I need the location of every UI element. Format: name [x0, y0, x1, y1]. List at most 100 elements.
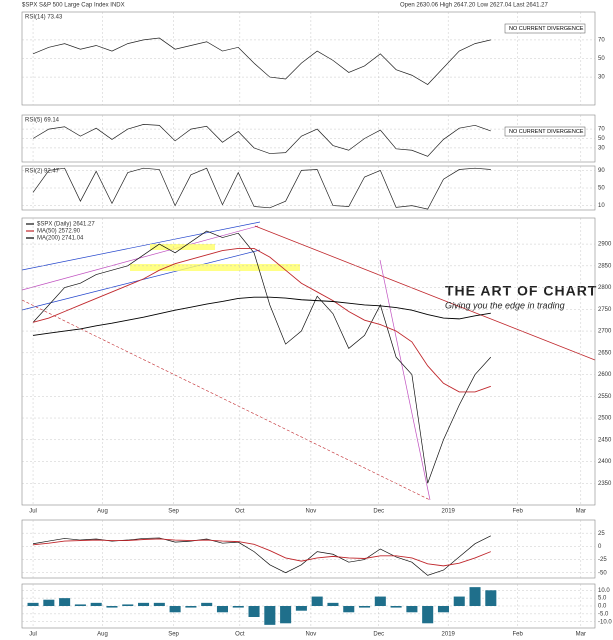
- histogram-bar: [169, 606, 181, 613]
- y-tick-label: 5.0: [598, 596, 607, 602]
- annotation: NO CURRENT DIVERGENCE: [509, 26, 584, 32]
- y-tick-label: 2750: [598, 307, 612, 313]
- logo-tagline: Giving you the edge in trading: [445, 300, 565, 310]
- series-line: [33, 538, 491, 567]
- x-tick-label: Jul: [29, 632, 37, 638]
- x-tick-label: Dec: [373, 632, 384, 638]
- annotation-box: [504, 126, 586, 137]
- x-tick-label: Feb: [512, 509, 523, 515]
- histogram-bar: [201, 602, 213, 606]
- histogram-bar: [343, 606, 355, 613]
- histogram-bar: [248, 606, 260, 617]
- y-tick-label: 70: [598, 127, 605, 133]
- x-tick-label: 2019: [442, 509, 456, 515]
- x-tick-label: Oct: [235, 509, 245, 515]
- y-tick-label: -5.0: [598, 611, 609, 617]
- histogram-bar: [311, 596, 323, 606]
- y-tick-label: 25: [598, 531, 605, 537]
- histogram-bar: [437, 606, 449, 613]
- histogram-bar: [153, 602, 165, 606]
- y-tick-label: -25: [598, 557, 607, 563]
- x-tick-label: Feb: [512, 632, 523, 638]
- histogram-bar: [27, 602, 39, 606]
- y-tick-label: 30: [598, 145, 605, 151]
- x-tick-label: Jul: [29, 509, 37, 515]
- trendlines: [21, 221, 596, 501]
- legend-label: MA(50) 2572.90: [37, 229, 81, 235]
- annotation-box: [504, 23, 586, 34]
- x-tick-label: Aug: [97, 632, 108, 638]
- y-tick-label: 2550: [598, 394, 612, 400]
- y-tick-label: -10.0: [598, 619, 612, 625]
- histogram-bar: [280, 606, 292, 624]
- x-tick-label: Mar: [576, 632, 586, 638]
- y-tick-label: 2650: [598, 350, 612, 356]
- y-tick-label: 2450: [598, 437, 612, 443]
- y-tick-label: 0.0: [598, 604, 607, 610]
- legend-label: $SPX (Daily) 2641.27: [37, 222, 95, 228]
- y-tick-label: 30: [598, 75, 605, 81]
- histogram-bar: [43, 599, 55, 606]
- histogram-bar: [138, 602, 150, 606]
- x-tick-label: 2019: [442, 632, 456, 638]
- x-tick-label: Sep: [168, 632, 179, 638]
- panel-frame: [21, 217, 596, 506]
- y-tick-label: 2850: [598, 263, 612, 269]
- y-tick-label: 70: [598, 37, 605, 43]
- y-tick-label: 10.0: [598, 588, 610, 594]
- quote: Open 2630.06 High 2647.20 Low 2627.04 La…: [400, 3, 548, 9]
- histogram-bar: [469, 587, 481, 606]
- histogram-bar: [359, 606, 371, 608]
- x-tick-label: Mar: [576, 509, 586, 515]
- x-tick-label: Dec: [373, 509, 384, 515]
- series-line: [32, 535, 491, 576]
- series-line: [32, 167, 491, 210]
- y-tick-label: 10: [598, 203, 605, 209]
- y-tick-label: 50: [598, 136, 605, 142]
- x-tick-label: Aug: [97, 509, 108, 515]
- panel-label: RSI(14) 73.43: [25, 15, 63, 21]
- x-tick-label: Sep: [168, 509, 179, 515]
- x-tick-label: Nov: [306, 509, 317, 515]
- series-line: [32, 230, 492, 484]
- y-tick-label: 2900: [598, 242, 612, 248]
- y-tick-label: 90: [598, 168, 605, 174]
- series-line: [32, 296, 491, 336]
- annotation: NO CURRENT DIVERGENCE: [509, 129, 584, 135]
- panel-frame: [21, 519, 596, 579]
- histogram-bar: [327, 602, 339, 606]
- histogram-bar: [422, 606, 434, 624]
- histogram-bar: [59, 598, 71, 606]
- y-tick-label: 50: [598, 186, 605, 192]
- histogram-bar: [74, 604, 86, 606]
- series-line: [32, 37, 491, 85]
- y-tick-label: -50: [598, 570, 607, 576]
- histogram-bar: [185, 606, 197, 608]
- histogram-bar: [485, 590, 497, 606]
- histogram-bar: [216, 606, 228, 613]
- logo-title: THE ART OF CHART: [445, 283, 597, 299]
- y-tick-label: 2700: [598, 329, 612, 335]
- series-line: [32, 247, 491, 393]
- histogram-bar: [264, 606, 276, 625]
- y-tick-label: 2600: [598, 372, 612, 378]
- histogram-bar: [295, 606, 307, 611]
- legend-label: MA(200) 2741.04: [37, 236, 84, 242]
- histogram-bar: [453, 596, 465, 606]
- chart-title: $SPX S&P 500 Large Cap Index INDX: [22, 3, 125, 9]
- histogram-bar: [122, 604, 134, 606]
- y-tick-label: 0: [598, 544, 602, 550]
- histogram-bar: [232, 606, 244, 608]
- histogram-bar: [90, 602, 102, 606]
- histogram-bar: [390, 606, 402, 608]
- histogram-bar: [406, 606, 418, 613]
- y-tick-label: 2400: [598, 459, 612, 465]
- y-tick-label: 2350: [598, 481, 612, 487]
- x-tick-label: Oct: [235, 632, 245, 638]
- panel-label: RSI(5) 69.14: [25, 118, 60, 124]
- histogram-bar: [106, 606, 118, 608]
- y-tick-label: 2800: [598, 285, 612, 291]
- panel-label: RSI(2) 92.47: [25, 169, 60, 175]
- histogram-bar: [374, 596, 386, 606]
